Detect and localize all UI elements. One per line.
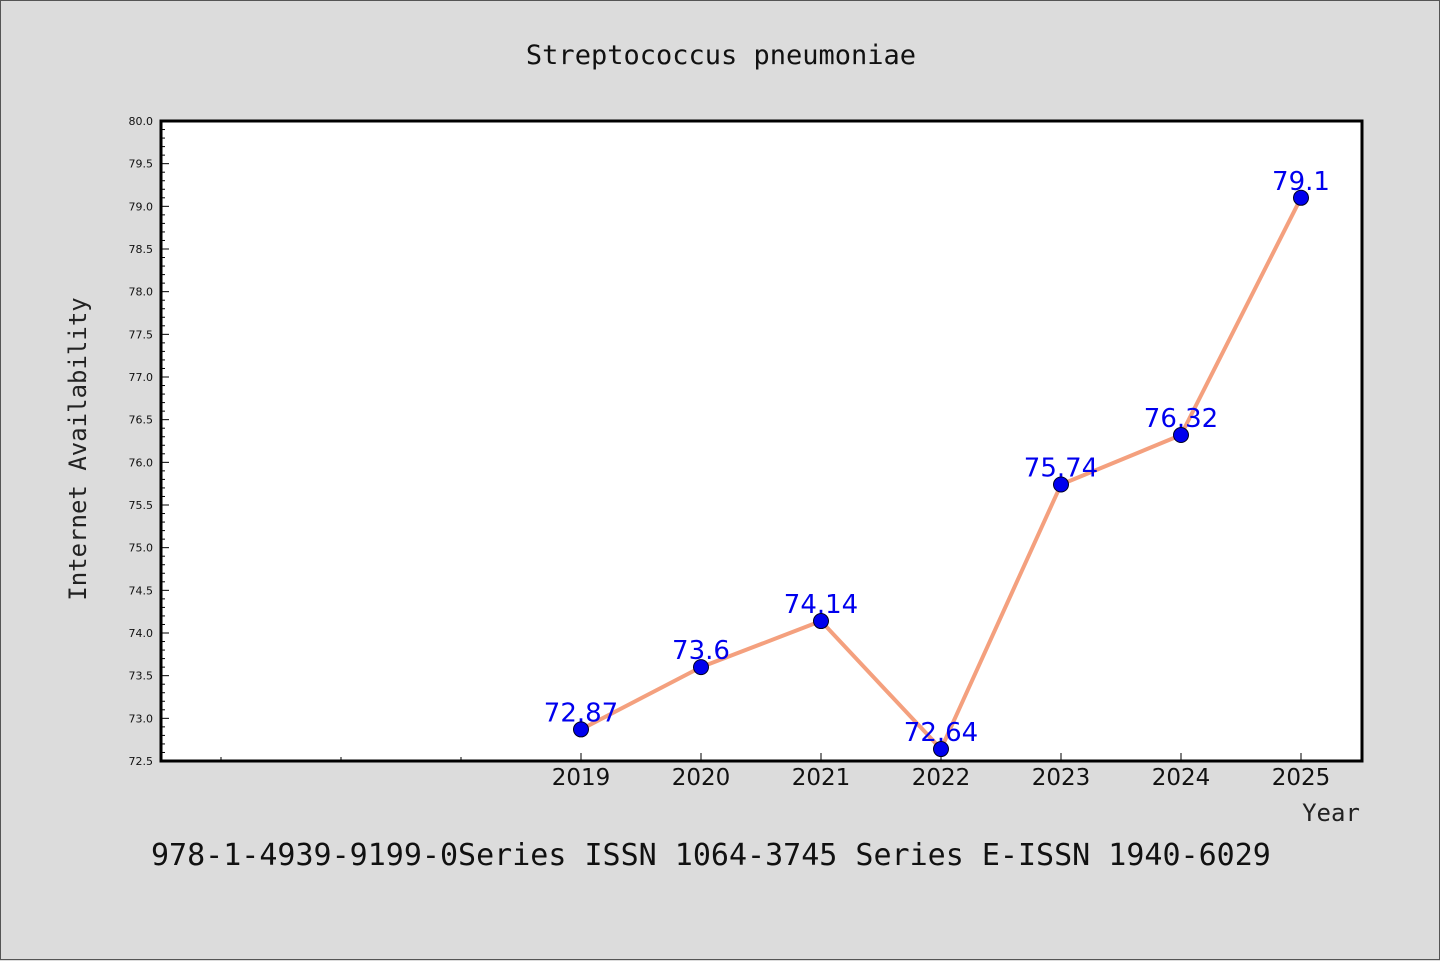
y-tick-label: 74.0: [129, 627, 154, 640]
y-tick-label: 72.5: [129, 755, 154, 768]
x-tick-label: 2024: [1152, 765, 1211, 791]
data-point-marker: [1053, 476, 1069, 493]
data-label: 72.64: [904, 718, 978, 748]
x-tick-label: 2021: [792, 765, 851, 791]
x-tick-label: 2025: [1272, 765, 1331, 791]
x-tick-label: 2022: [912, 765, 971, 791]
y-tick-label: 76.5: [129, 414, 154, 427]
footer-isbn-issn: 978-1-4939-9199-0Series ISSN 1064-3745 S…: [151, 838, 1271, 873]
data-point-marker: [693, 659, 709, 676]
y-tick-label: 78.5: [129, 243, 154, 256]
data-label: 79.1: [1272, 167, 1330, 197]
data-point-marker: [813, 613, 829, 630]
data-point-marker: [1173, 427, 1189, 444]
data-labels-group: 72.87 73.6 74.14 72.64 75.74 76.32 79.1: [544, 167, 1330, 748]
x-tick-label: 2020: [672, 765, 731, 791]
y-tick-label: 75.0: [129, 542, 154, 555]
chart-title: Streptococcus pneumoniae: [526, 40, 916, 71]
y-tick-label: 78.0: [129, 286, 154, 299]
data-label: 75.74: [1024, 454, 1098, 484]
y-tick-label: 77.5: [129, 328, 154, 341]
y-axis: 72.5 73.0 73.5 74.0 74.5 75.0 75.5 76.0 76.5 77.0…: [129, 115, 169, 768]
data-label: 76.32: [1144, 404, 1218, 434]
data-label: 72.87: [544, 698, 618, 728]
y-axis-label: Internet Availability: [64, 297, 92, 600]
data-point-marker: [1293, 189, 1309, 206]
y-tick-label: 75.5: [129, 499, 154, 512]
y-tick-label: 77.0: [129, 371, 154, 384]
x-axis: 2019 2020 2021 2022 2023 2024 2025: [220, 753, 1331, 791]
y-tick-label: 73.0: [129, 712, 154, 725]
y-tick-label: 73.5: [129, 670, 154, 683]
plot-border: [159, 119, 1364, 763]
y-tick-label: 74.5: [129, 584, 154, 597]
x-axis-label: Year: [1302, 799, 1360, 827]
data-label: 74.14: [784, 590, 858, 620]
x-tick-label: 2023: [1032, 765, 1091, 791]
data-point-marker: [933, 741, 949, 758]
y-tick-label: 80.0: [129, 115, 154, 128]
y-tick-label: 79.0: [129, 200, 154, 213]
x-tick-label: 2019: [552, 765, 611, 791]
data-label: 73.6: [672, 636, 730, 666]
markers-group: [573, 189, 1309, 758]
data-point-marker: [573, 721, 589, 738]
y-tick-label: 79.5: [129, 158, 154, 171]
y-tick-label: 76.0: [129, 456, 154, 469]
